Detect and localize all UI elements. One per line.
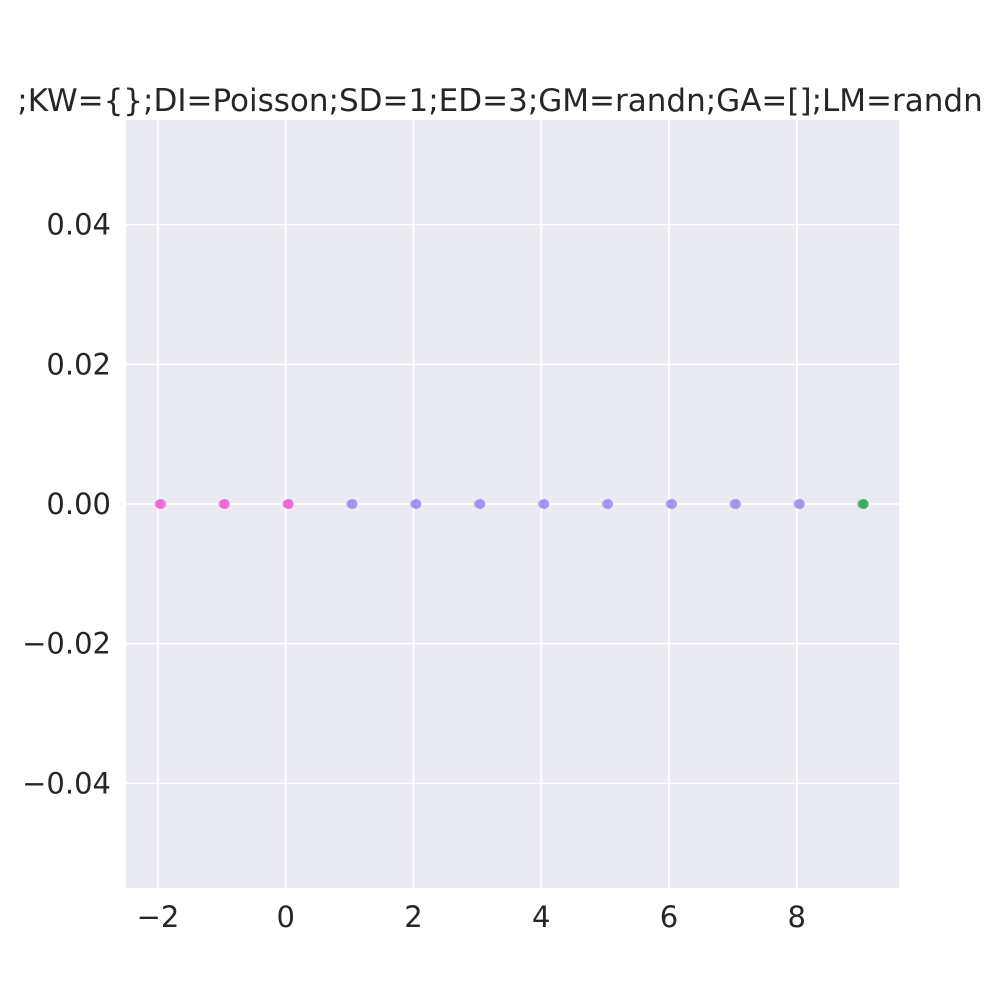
y-tick-label: 0.04 — [46, 208, 111, 242]
x-tick-label: 8 — [788, 900, 806, 934]
chart-title: ;KW={};DI=Poisson;SD=1;ED=3;GM=randn;GA=… — [17, 83, 982, 119]
data-point — [601, 499, 611, 509]
data-point — [793, 499, 803, 509]
data-point — [282, 499, 292, 509]
y-tick-label: 0.02 — [46, 347, 111, 381]
data-point — [665, 499, 675, 509]
x-tick-label: 2 — [404, 900, 422, 934]
data-point — [346, 499, 356, 509]
data-point — [409, 499, 419, 509]
data-points — [154, 499, 869, 509]
x-tick-label: 4 — [532, 900, 550, 934]
data-point — [857, 499, 867, 509]
data-point — [154, 499, 164, 509]
x-tick-label: 0 — [276, 900, 294, 934]
x-tick-label: 6 — [660, 900, 678, 934]
data-point — [473, 499, 483, 509]
x-tick-label: −2 — [137, 900, 180, 934]
data-point — [218, 499, 228, 509]
data-point — [729, 499, 739, 509]
x-axis-tick-labels: −2 0 2 4 6 8 — [137, 900, 806, 934]
y-tick-label: 0.00 — [46, 487, 111, 521]
data-point — [537, 499, 547, 509]
y-axis-tick-labels: −0.04 −0.02 0.00 0.02 0.04 — [22, 208, 111, 801]
y-tick-label: −0.02 — [22, 627, 111, 661]
y-tick-label: −0.04 — [22, 766, 111, 800]
